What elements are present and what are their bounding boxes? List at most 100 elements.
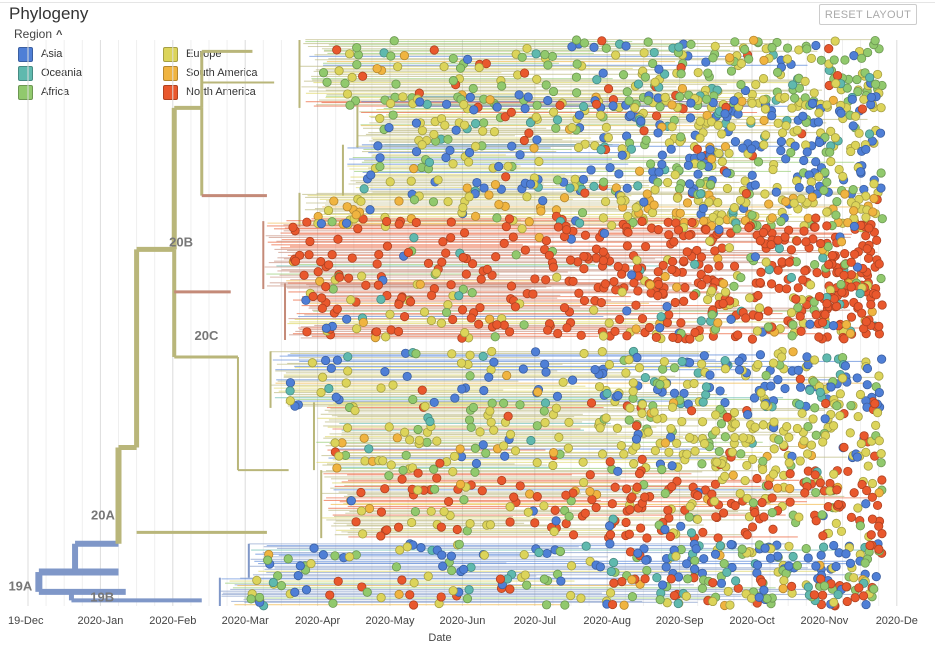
tip-point (306, 559, 316, 569)
tip-point (810, 260, 820, 270)
legend-label-north-america: North America (186, 86, 256, 98)
tip-point (465, 519, 475, 529)
tip-point (794, 512, 804, 522)
tip-point (304, 250, 314, 260)
tip-point (591, 99, 602, 109)
tip-point (503, 411, 513, 421)
tip-point (565, 183, 575, 193)
legend-item-south-america[interactable]: South America (163, 65, 258, 81)
tip-point (374, 249, 384, 260)
tip-point (714, 148, 724, 158)
tip-point (836, 237, 847, 247)
tip-point (633, 548, 643, 558)
tip-point (847, 94, 857, 104)
tip-point (645, 280, 655, 290)
tip-point (455, 479, 466, 489)
tip-point (347, 72, 357, 83)
tip-point (811, 40, 821, 51)
tip-point (726, 314, 736, 325)
tip-point (408, 394, 418, 405)
tip-point (334, 272, 345, 282)
tip-point (574, 110, 584, 120)
tip-point (653, 291, 663, 301)
tip-point (520, 570, 530, 580)
tip-point (613, 391, 623, 401)
tip-point (477, 486, 487, 496)
legend-swatch-north-america (163, 84, 178, 100)
tip-point (290, 587, 300, 597)
legend-item-africa[interactable]: Africa (18, 84, 69, 100)
tip-point (782, 43, 793, 53)
tip-point (540, 359, 550, 369)
tip-point (380, 367, 390, 377)
tip-point (698, 397, 708, 407)
tip-point (676, 132, 686, 142)
tip-point (605, 588, 616, 598)
tip-point (690, 446, 700, 456)
tip-point (598, 331, 609, 341)
tip-point (485, 95, 495, 105)
legend-item-oceania[interactable]: Oceania (18, 65, 82, 81)
tip-point (273, 571, 283, 581)
tip-point (429, 129, 439, 140)
tip-point (317, 293, 327, 303)
legend-item-north-america[interactable]: North America (163, 84, 256, 100)
tip-point (667, 122, 677, 132)
tip-point (710, 246, 720, 256)
reset-layout-button[interactable]: RESET LAYOUT (819, 4, 917, 25)
legend-swatch-asia (18, 46, 33, 62)
tip-point (376, 507, 387, 517)
tip-point (805, 319, 815, 329)
tip-point (358, 529, 368, 539)
tip-point (578, 457, 588, 467)
tip-point (457, 384, 467, 394)
tip-point (730, 419, 741, 429)
tip-point (676, 69, 686, 79)
tip-point (375, 161, 385, 172)
tip-point (861, 499, 871, 509)
tip-point (786, 308, 797, 318)
tip-point (646, 159, 656, 169)
tip-point (699, 439, 710, 449)
tip-point (757, 497, 767, 508)
tip-point (707, 310, 717, 320)
tip-point (742, 530, 752, 540)
tip-point (752, 473, 762, 484)
tip-point (701, 57, 711, 67)
tip-point (565, 255, 576, 265)
tip-point (733, 330, 743, 340)
legend-toggle[interactable]: Region ^ (14, 27, 62, 41)
tip-point (667, 264, 677, 275)
tip-point (653, 225, 663, 235)
tip-point (449, 451, 460, 461)
tip-point (653, 267, 663, 277)
tip-point (340, 78, 350, 88)
tip-point (866, 530, 876, 540)
tip-point (835, 411, 845, 421)
tip-point (470, 467, 480, 477)
tip-point (831, 78, 841, 89)
tip-point (345, 100, 355, 110)
tip-point (589, 42, 599, 53)
tip-point (669, 388, 680, 398)
tip-point (820, 167, 830, 177)
tip-point (763, 322, 773, 332)
tip-point (736, 449, 746, 459)
tip-point (454, 291, 464, 301)
tip-point (857, 479, 867, 490)
tip-point (755, 350, 766, 360)
tip-point (856, 438, 866, 449)
tip-point (869, 193, 879, 204)
tip-point (494, 161, 504, 172)
tip-point (761, 370, 771, 381)
tip-point (766, 381, 776, 391)
tip-point (827, 250, 838, 261)
tip-point (393, 326, 404, 337)
tip-point (392, 433, 402, 443)
tip-point (504, 214, 515, 224)
tip-point (503, 161, 513, 171)
tip-point (653, 279, 664, 290)
tip-point (581, 541, 591, 551)
tip-point (364, 444, 374, 454)
tip-point (596, 110, 606, 120)
